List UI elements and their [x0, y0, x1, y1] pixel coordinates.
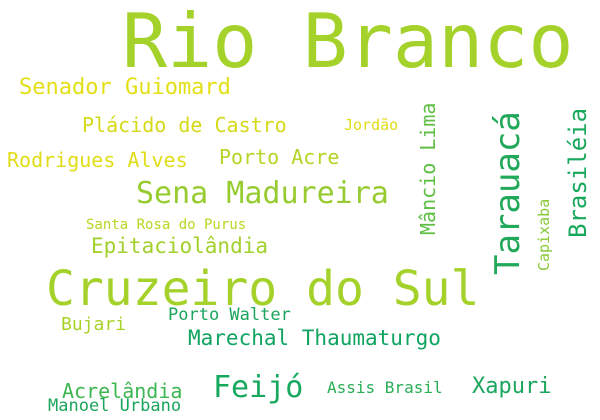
word-feijo: Feijó — [213, 370, 304, 405]
word-placido-de-castro: Plácido de Castro — [82, 113, 287, 137]
word-senador-guiomard: Senador Guiomard — [19, 75, 231, 100]
word-acrelandia: Acrelândia — [62, 379, 183, 403]
word-tarauaca: Tarauacá — [488, 111, 528, 275]
word-capixaba: Capixaba — [535, 198, 553, 271]
word-manoel-urbano: Manoel Urbano — [48, 396, 182, 416]
word-rodrigues-alves: Rodrigues Alves — [7, 148, 188, 172]
word-cruzeiro-do-sul: Cruzeiro do Sul — [46, 261, 480, 317]
word-brasileia: Brasiléia — [564, 107, 592, 238]
word-epitaciolandia: Epitaciolândia — [91, 234, 269, 258]
word-porto-walter: Porto Walter — [168, 305, 291, 325]
word-xapuri: Xapuri — [472, 374, 552, 399]
word-bujari: Bujari — [61, 314, 127, 335]
word-mancio-lima: Mâncio Lima — [416, 102, 440, 235]
word-assis-brasil: Assis Brasil — [327, 378, 443, 397]
word-porto-acre: Porto Acre — [219, 145, 340, 169]
word-sena-madureira: Sena Madureira — [136, 176, 389, 211]
word-marechal-thaumaturgo: Marechal Thaumaturgo — [188, 326, 441, 350]
word-santa-rosa-do-purus: Santa Rosa do Purus — [86, 217, 247, 233]
word-jordao: Jordão — [344, 116, 399, 134]
word-rio-branco: Rio Branco — [122, 0, 574, 85]
